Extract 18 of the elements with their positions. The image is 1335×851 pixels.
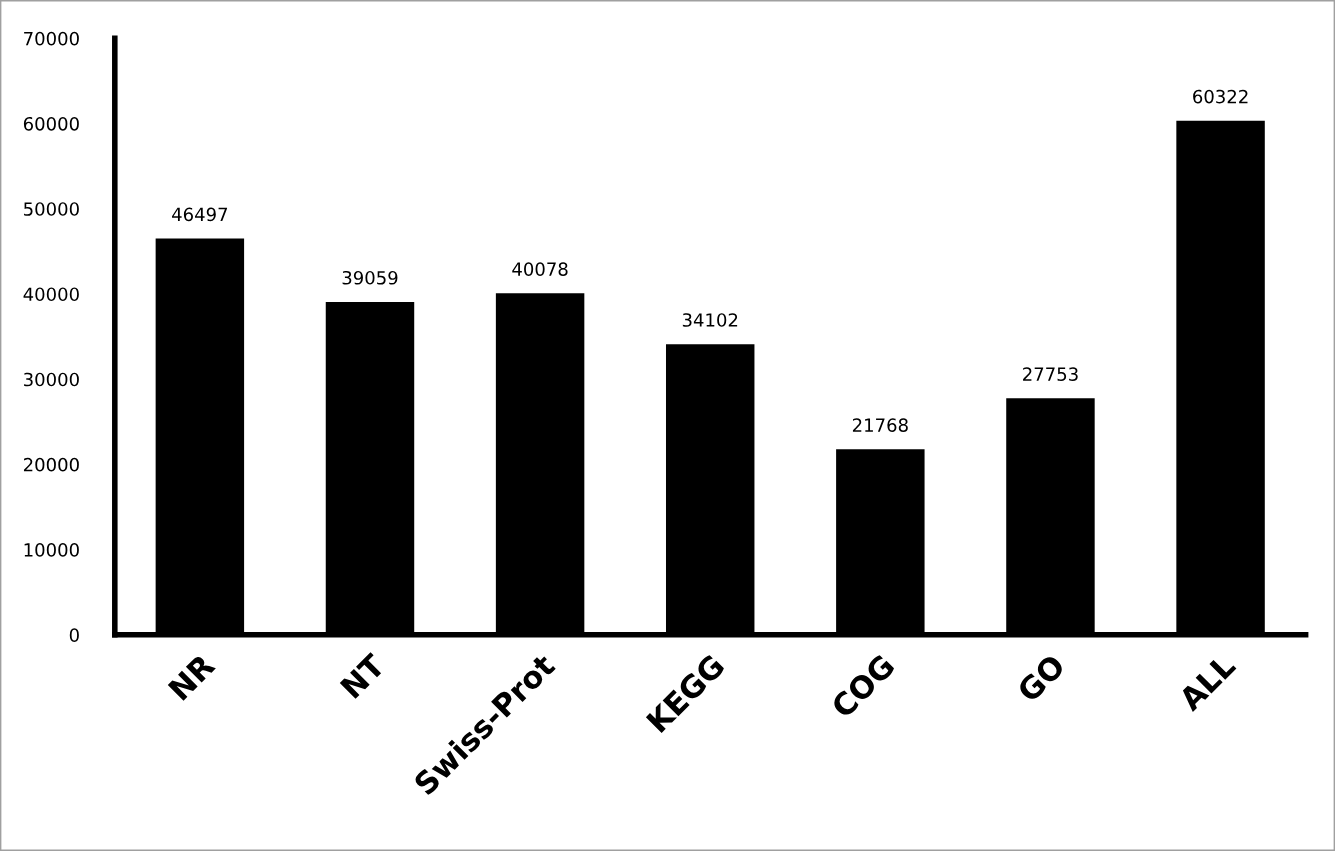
x-tick-label: GO bbox=[1015, 652, 1067, 704]
data-label: 21768 bbox=[852, 418, 908, 432]
data-label: 60322 bbox=[1193, 89, 1248, 104]
y-tick-label: 0 bbox=[69, 628, 79, 642]
y-tick-label: 20000 bbox=[23, 457, 79, 472]
data-label: 34102 bbox=[682, 313, 738, 327]
y-tick-label: 70000 bbox=[24, 31, 79, 46]
data-label: 46497 bbox=[172, 207, 228, 222]
y-tick-label: 30000 bbox=[24, 372, 79, 387]
y-tick-label: 50000 bbox=[24, 202, 79, 216]
y-tick-label: 60000 bbox=[23, 116, 79, 131]
y-tick-label: 10000 bbox=[24, 543, 79, 557]
x-tick-label: NR bbox=[167, 652, 216, 701]
x-tick-label: NT bbox=[339, 652, 387, 699]
data-label: 27753 bbox=[1023, 367, 1078, 381]
data-label: 40078 bbox=[512, 262, 568, 276]
y-tick-label: 40000 bbox=[23, 287, 79, 302]
data-label: 39059 bbox=[342, 270, 398, 285]
